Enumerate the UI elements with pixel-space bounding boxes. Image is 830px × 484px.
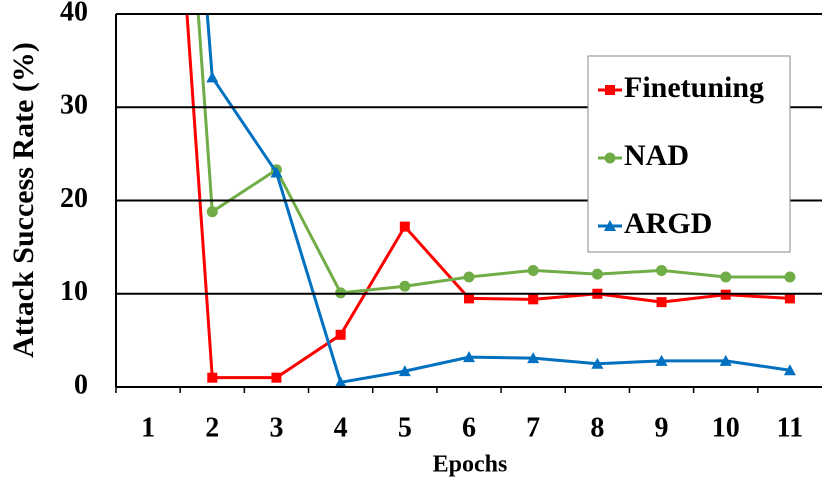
marker (463, 351, 475, 363)
marker (656, 264, 668, 276)
x-tick-label: 3 (269, 412, 283, 443)
y-tick-label: 20 (60, 183, 88, 214)
marker (591, 268, 603, 280)
x-tick-label: 9 (655, 412, 669, 443)
legend-label: Finetuning (624, 71, 764, 104)
marker (655, 354, 668, 366)
legend-marker (604, 152, 616, 164)
marker (591, 357, 604, 369)
marker (528, 294, 539, 305)
y-axis-label: Attack Success Rate (%) (7, 42, 40, 358)
y-tick-label: 40 (60, 0, 88, 27)
marker (527, 352, 540, 364)
legend-label: NAD (624, 139, 689, 172)
y-tick-label: 30 (60, 90, 88, 121)
marker (783, 364, 796, 376)
marker (207, 372, 218, 383)
marker (656, 297, 667, 308)
legend-label: ARGD (624, 207, 712, 240)
marker (206, 71, 219, 83)
marker (784, 293, 795, 304)
plot-area (185, 13, 796, 388)
x-tick-label: 2 (205, 412, 219, 443)
x-tick-label: 11 (777, 412, 803, 443)
marker (463, 271, 475, 283)
x-tick-label: 6 (462, 412, 476, 443)
legend-marker (604, 220, 616, 231)
x-tick-label: 5 (398, 412, 412, 443)
marker (719, 354, 732, 366)
marker (334, 376, 347, 388)
marker (271, 372, 282, 383)
marker (270, 166, 283, 178)
marker (464, 293, 474, 304)
marker (335, 329, 346, 340)
marker (399, 221, 410, 232)
x-tick-label: 4 (334, 412, 348, 443)
x-tick-label: 10 (712, 412, 740, 443)
legend-marker (605, 85, 615, 95)
marker (399, 280, 411, 292)
marker (398, 365, 411, 377)
marker (527, 264, 539, 276)
x-axis-label: Epochs (433, 452, 508, 478)
x-tick-label: 8 (590, 412, 604, 443)
marker (206, 206, 218, 218)
y-tick-label: 10 (60, 276, 88, 307)
marker (784, 271, 796, 283)
x-tick-label: 7 (526, 412, 540, 443)
x-tick-label: 1 (141, 412, 155, 443)
y-tick-label: 0 (74, 369, 88, 400)
marker (720, 271, 732, 283)
